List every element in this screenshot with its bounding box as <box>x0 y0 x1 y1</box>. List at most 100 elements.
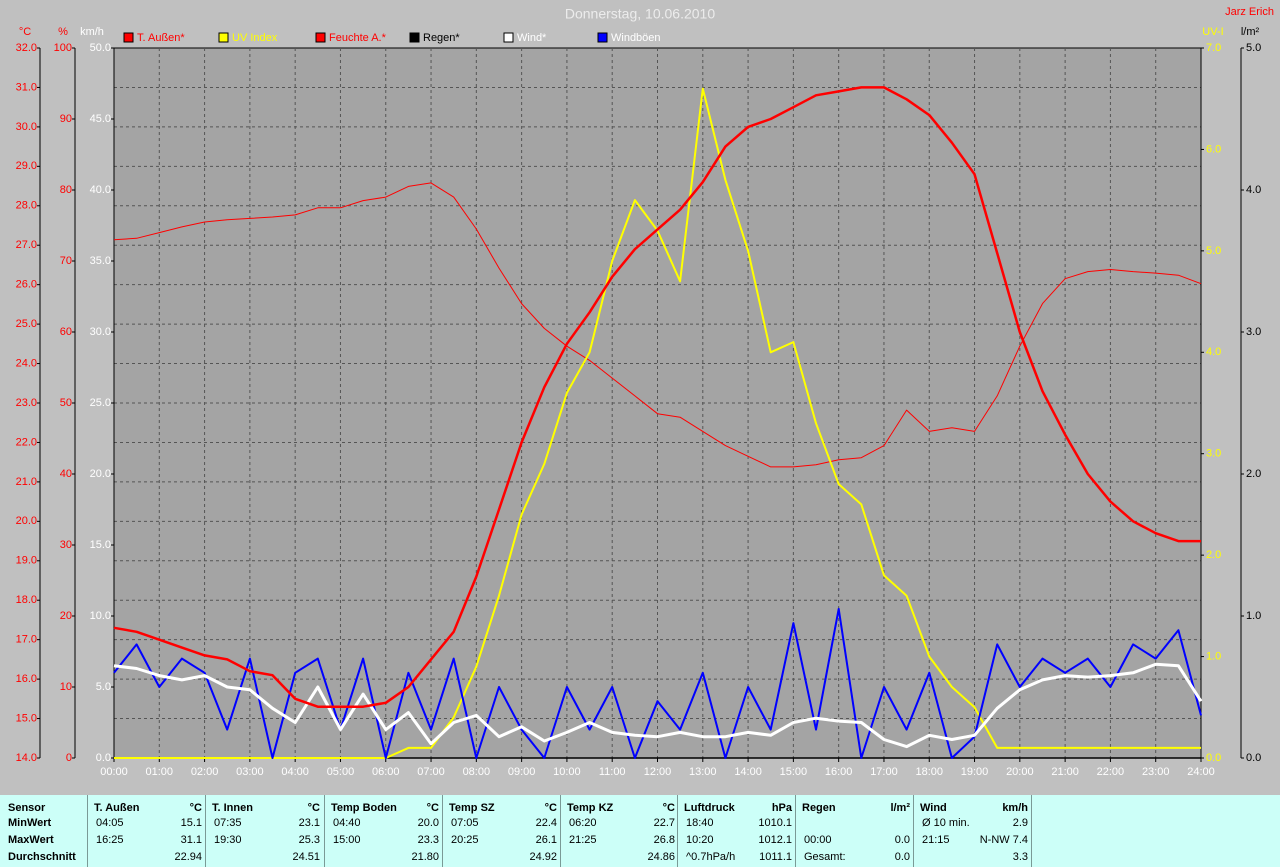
y-tick-label: 0.0 <box>1246 752 1261 764</box>
x-tick-label: 18:00 <box>915 766 943 778</box>
y-tick-label: 40 <box>60 468 72 480</box>
y-tick-label: 2.0 <box>1206 549 1221 561</box>
cell-value: 25.3 <box>298 834 320 846</box>
group-unit: °C <box>307 802 320 814</box>
cell-value: 24.86 <box>647 851 675 863</box>
x-tick-label: 20:00 <box>1006 766 1034 778</box>
y-tick-label: 40.0 <box>90 184 111 196</box>
cell-label: 19:30 <box>214 834 242 846</box>
cell-value: 0.0 <box>894 834 910 846</box>
y-tick-label: 3.0 <box>1246 326 1261 338</box>
x-tick-label: 21:00 <box>1051 766 1079 778</box>
summary-table: Sensor MinWert MaxWert Durchschnitt T. Außen… <box>0 795 1280 867</box>
cell-label: Gesamt: <box>804 851 846 863</box>
cell-value: 23.1 <box>298 817 320 829</box>
y-tick-label: 3.0 <box>1206 448 1221 460</box>
x-tick-label: 01:00 <box>146 766 174 778</box>
y-tick-label: 70 <box>60 255 72 267</box>
row-label: Durchschnitt <box>8 851 76 863</box>
y-tick-label: 2.0 <box>1246 468 1261 480</box>
y-tick-label: 10 <box>60 681 72 693</box>
author: Jarz Erich <box>1225 6 1274 18</box>
separator <box>795 795 796 867</box>
legend-label: UV Index <box>232 32 278 44</box>
x-tick-label: 22:00 <box>1097 766 1125 778</box>
x-tick-label: 04:00 <box>281 766 309 778</box>
cell-label: 18:40 <box>686 817 714 829</box>
x-tick-label: 07:00 <box>417 766 445 778</box>
cell-value: 0.0 <box>894 851 910 863</box>
legend-swatch <box>503 32 514 43</box>
y-tick-label: 17.0 <box>16 634 37 646</box>
cell-label: 10:20 <box>686 834 714 846</box>
x-tick-label: 06:00 <box>372 766 400 778</box>
cell-value: 22.7 <box>653 817 675 829</box>
legend-label: T. Außen* <box>137 32 185 44</box>
y-tick-label: 29.0 <box>16 160 37 172</box>
row-label: MinWert <box>8 817 52 829</box>
y-tick-label: 4.0 <box>1206 346 1221 358</box>
y-tick-label: 22.0 <box>16 436 37 448</box>
cell-label: 16:25 <box>96 834 124 846</box>
y-tick-label: 30 <box>60 539 72 551</box>
axis-unit: °C <box>19 26 31 38</box>
group-name: Temp Boden <box>331 802 397 814</box>
series-line <box>113 86 1201 708</box>
x-tick-label: 05:00 <box>327 766 355 778</box>
cell-label: 15:00 <box>333 834 361 846</box>
cell-label: 06:20 <box>569 817 597 829</box>
y-tick-label: 7.0 <box>1206 42 1221 54</box>
y-tick-label: 4.0 <box>1246 184 1261 196</box>
chart-title: Donnerstag, 10.06.2010 <box>565 6 715 22</box>
cell-value: 24.51 <box>292 851 320 863</box>
y-tick-label: 50 <box>60 397 72 409</box>
y-tick-label: 20.0 <box>16 515 37 527</box>
y-tick-label: 1.0 <box>1206 650 1221 662</box>
series-line <box>113 662 1203 749</box>
y-tick-label: 0.0 <box>1206 752 1221 764</box>
cell-value: 21.80 <box>411 851 439 863</box>
y-tick-label: 15.0 <box>16 712 37 724</box>
group-unit: °C <box>189 802 202 814</box>
separator <box>913 795 914 867</box>
group-unit: km/h <box>1002 802 1028 814</box>
cell-label: 04:05 <box>96 817 124 829</box>
y-tick-label: 15.0 <box>90 539 111 551</box>
axis-unit: % <box>58 26 68 38</box>
y-tick-label: 90 <box>60 113 72 125</box>
y-tick-label: 50.0 <box>90 42 111 54</box>
y-tick-label: 25.0 <box>90 397 111 409</box>
y-tick-label: 24.0 <box>16 357 37 369</box>
x-tick-label: 02:00 <box>191 766 219 778</box>
separator <box>442 795 443 867</box>
cell-value: 20.0 <box>417 817 439 829</box>
y-tick-label: 1.0 <box>1246 610 1261 622</box>
x-tick-label: 24:00 <box>1187 766 1215 778</box>
y-tick-label: 16.0 <box>16 673 37 685</box>
cell-value: 22.4 <box>535 817 557 829</box>
group-unit: l/m² <box>890 802 910 814</box>
cell-label: 21:15 <box>922 834 950 846</box>
x-tick-label: 19:00 <box>961 766 989 778</box>
separator <box>677 795 678 867</box>
x-tick-label: 11:00 <box>599 766 626 778</box>
row-label: MaxWert <box>8 834 54 846</box>
cell-label: 21:25 <box>569 834 597 846</box>
legend-swatch <box>409 32 420 43</box>
chart: Donnerstag, 10.06.2010 Jarz Erich 00:00 0… <box>16 6 1274 778</box>
cell-value: N-NW 7.4 <box>979 834 1028 846</box>
group-name: Wind <box>920 802 947 814</box>
x-tick-label: 15:00 <box>780 766 808 778</box>
y-tick-label: 27.0 <box>16 239 37 251</box>
cell-value: 23.3 <box>417 834 439 846</box>
group-unit: °C <box>426 802 439 814</box>
separator <box>324 795 325 867</box>
cell-value: 1012.1 <box>758 834 792 846</box>
y-tick-label: 5.0 <box>1246 42 1261 54</box>
legend-swatch <box>123 32 134 43</box>
y-tick-label: 25.0 <box>16 318 37 330</box>
separator <box>87 795 88 867</box>
y-tick-label: 5.0 <box>1206 245 1221 257</box>
series-line <box>113 182 1202 468</box>
